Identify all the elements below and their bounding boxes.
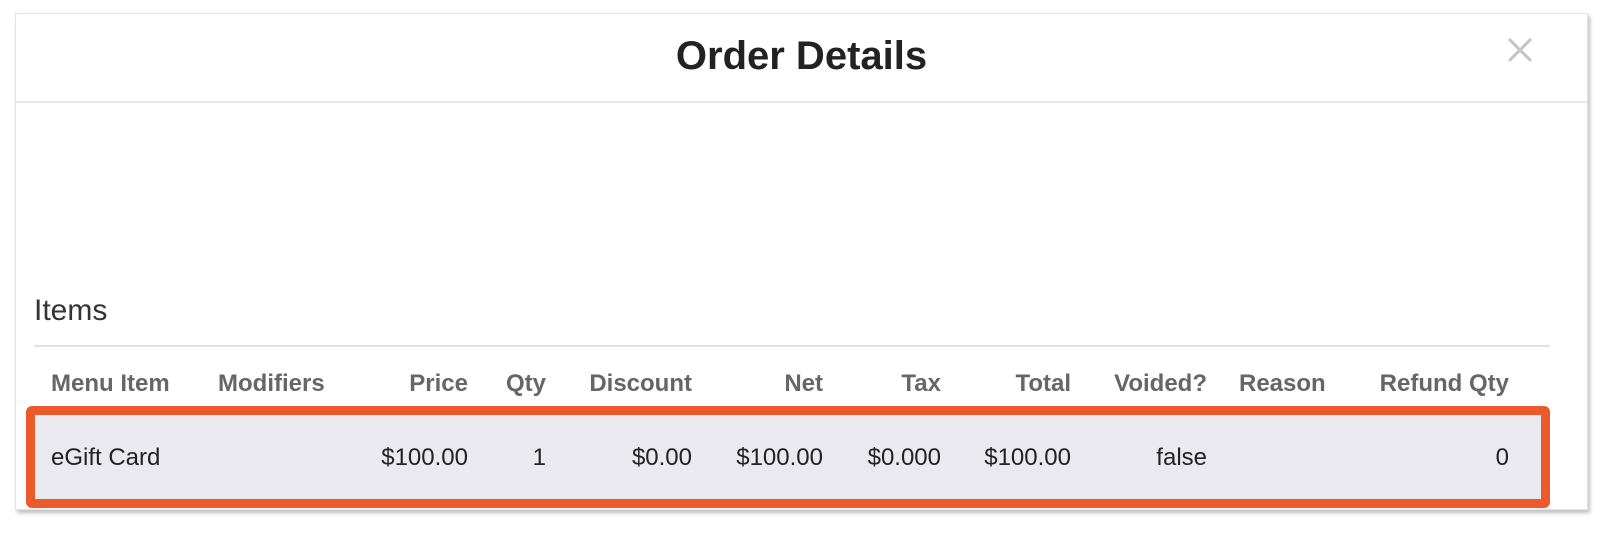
modal-title: Order Details [675,34,928,78]
cell-net: $100.00 [736,444,823,471]
column-header-qty: Qty [505,370,546,397]
column-header-price: Price [409,370,468,397]
column-header-total: Total [1015,370,1071,397]
cell-total: $100.00 [984,444,1071,471]
column-header-voided: Voided? [1114,370,1207,397]
highlighted-table-row[interactable] [26,406,1550,508]
column-header-discount: Discount [589,370,692,397]
modal-header: Order Details [16,14,1587,103]
cell-refund-qty: 0 [1495,444,1509,471]
column-header-net: Net [784,370,823,397]
cell-menu-item: eGift Card [51,444,161,471]
column-header-reason: Reason [1239,370,1326,397]
divider [34,345,1550,347]
cell-voided: false [1156,444,1207,471]
cell-discount: $0.00 [631,444,692,471]
cell-price: $100.00 [381,444,468,471]
column-header-menu-item: Menu Item [51,370,170,397]
close-icon[interactable] [1506,36,1534,64]
column-header-refund-qty: Refund Qty [1379,370,1509,397]
order-details-modal: Order Details Items Menu Item Modifiers Pr… [15,13,1588,510]
cell-tax: $0.000 [867,444,941,471]
column-header-tax: Tax [901,370,941,397]
column-header-modifiers: Modifiers [218,370,325,397]
cell-qty: 1 [532,444,546,471]
items-section-label: Items [34,294,108,327]
